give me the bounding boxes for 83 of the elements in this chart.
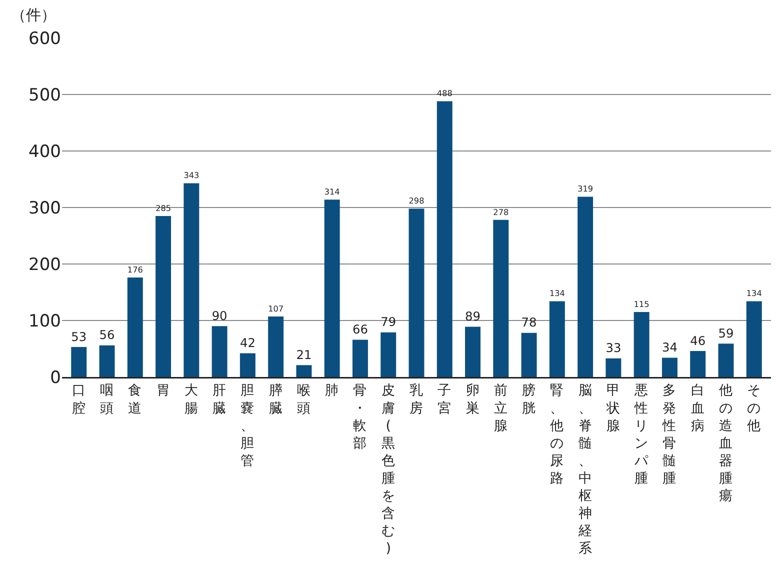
x-tick-label: 膵臓	[268, 382, 283, 416]
bar	[296, 365, 312, 377]
x-tick-label: 胆嚢、胆管	[240, 382, 255, 469]
x-tick-label: 腎、他の尿路	[550, 382, 564, 486]
x-tick-label: 骨・軟部	[353, 382, 368, 452]
x-tick-label: 甲状腺	[605, 382, 620, 434]
bar	[240, 353, 256, 377]
data-label: 285	[156, 202, 172, 213]
data-label: 134	[746, 288, 762, 298]
data-label: 314	[324, 186, 340, 196]
y-tick-label: 500	[28, 85, 61, 106]
bar	[71, 347, 87, 377]
bar	[746, 301, 762, 377]
bar	[127, 278, 143, 377]
data-label: 343	[184, 170, 200, 180]
y-axis-title: （件）	[11, 6, 56, 24]
y-tick-label: 400	[28, 142, 61, 162]
bar	[578, 196, 594, 377]
x-tick-label: 肝臓	[212, 382, 227, 416]
bar	[156, 216, 172, 377]
data-label: 53	[71, 330, 87, 344]
data-label: 278	[493, 206, 509, 217]
x-tick-label: 大腸	[184, 382, 198, 416]
data-label: 21	[296, 348, 312, 362]
y-tick-label: 300	[28, 198, 61, 218]
bar	[521, 332, 537, 377]
x-tick-label: その他	[747, 382, 762, 434]
data-label: 176	[127, 264, 143, 274]
bar	[436, 101, 452, 377]
x-tick-label: 肺	[325, 382, 340, 399]
bar	[718, 344, 734, 377]
x-tick-label: 胃	[156, 382, 170, 399]
x-tick-label: 他の造血器腫瘍	[718, 382, 733, 504]
x-tick-label: 口腔	[72, 382, 86, 416]
data-label: 66	[352, 322, 368, 336]
y-tick-label: 200	[28, 254, 61, 275]
data-label: 298	[408, 195, 424, 206]
y-tick-label: 600	[28, 28, 61, 49]
bar	[690, 351, 706, 377]
x-tick-label: 乳房	[410, 382, 424, 416]
data-label: 115	[634, 298, 650, 309]
y-tick-label: 100	[28, 311, 61, 332]
bar	[184, 183, 200, 377]
bar	[662, 358, 678, 377]
bar	[634, 312, 650, 377]
bar	[606, 358, 622, 377]
data-label: 89	[465, 309, 481, 324]
x-tick-label: 子宮	[438, 382, 452, 416]
data-label: 134	[549, 288, 565, 298]
data-label: 46	[690, 334, 706, 348]
data-label: 59	[718, 326, 734, 340]
bar	[268, 316, 284, 377]
data-label: 34	[662, 340, 678, 355]
x-tick-label: 前立腺	[494, 382, 508, 434]
bar	[352, 340, 368, 377]
data-label: 56	[99, 328, 115, 342]
bar	[408, 208, 424, 377]
bar	[549, 301, 565, 377]
data-label: 78	[521, 316, 537, 330]
bar	[324, 200, 340, 377]
x-tick-label: 咽頭	[100, 382, 114, 416]
x-tick-label: 白血病	[690, 382, 705, 434]
x-tick-label: 悪性リンパ腫	[634, 382, 650, 486]
data-label: 107	[268, 303, 284, 314]
y-tick-label: 0	[50, 368, 61, 388]
data-label: 33	[606, 341, 622, 356]
data-label: 488	[436, 88, 452, 98]
category-label: 脳、脊髄、中枢神経系	[578, 382, 592, 557]
bar	[99, 345, 115, 377]
category-label: 皮膚(黒色腫を含む)	[381, 382, 396, 557]
data-label: 42	[240, 336, 256, 350]
x-tick-label: 喉頭	[296, 382, 311, 416]
data-label: 79	[380, 315, 396, 330]
x-tick-label: 食道	[128, 382, 142, 416]
x-tick-label: 卵巣	[466, 382, 480, 416]
data-label: 319	[578, 184, 594, 194]
x-tick-label: 多発性骨髄腫	[662, 382, 677, 486]
bar	[212, 326, 228, 377]
x-tick-label: 膀胱	[522, 382, 536, 416]
data-label: 90	[212, 308, 228, 323]
bar	[380, 332, 396, 377]
bar	[493, 220, 509, 377]
bar	[465, 326, 481, 377]
